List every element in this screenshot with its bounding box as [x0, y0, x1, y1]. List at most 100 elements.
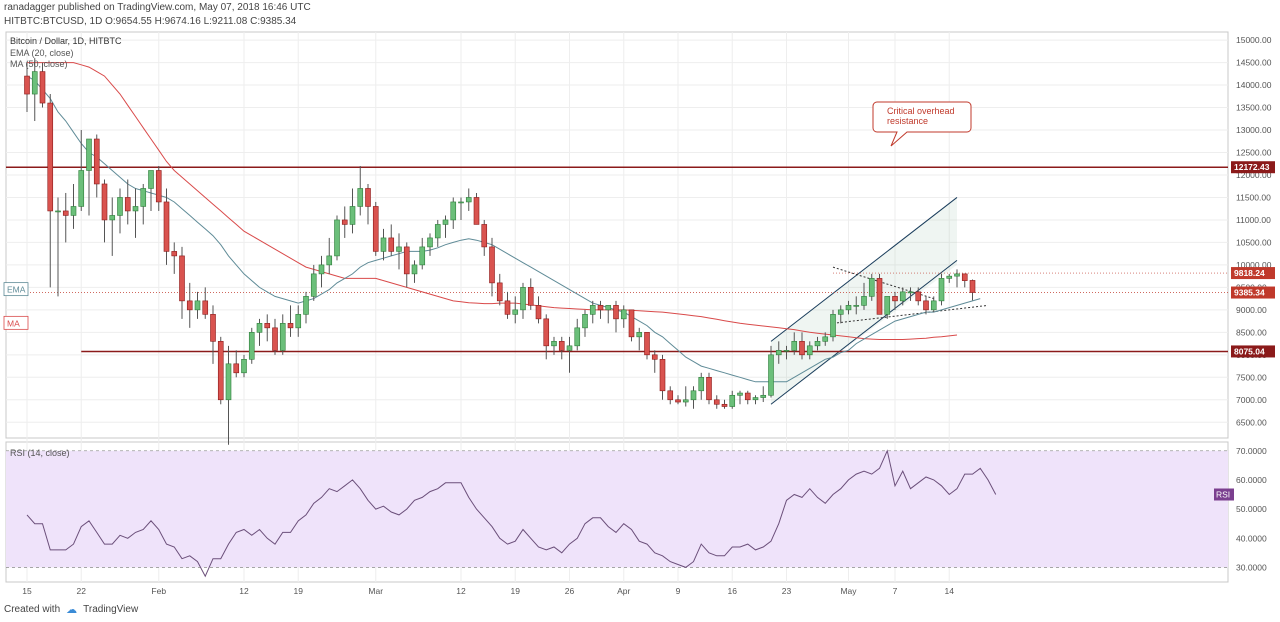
rsi-tick-label: 50.0000 — [1236, 504, 1267, 514]
time-tick-label: 26 — [565, 586, 575, 596]
time-tick-label: 19 — [511, 586, 521, 596]
candle-body — [915, 291, 922, 302]
rsi-tick-label: 60.0000 — [1236, 475, 1267, 485]
candle-body — [613, 305, 619, 320]
candle-body — [396, 246, 402, 252]
channel-lower-line — [770, 260, 958, 405]
candle-body — [520, 287, 526, 311]
time-tick-label: Feb — [151, 586, 166, 596]
candle-body — [969, 280, 976, 293]
candle-body — [667, 390, 674, 401]
candle-body — [465, 197, 472, 203]
symbol-header: HITBTC:BTCUSD, 1D O:9654.55 H:9674.16 L:… — [4, 16, 296, 27]
price-tick-label: 12000.00 — [1236, 170, 1272, 180]
price-tick-label: 11500.00 — [1236, 192, 1271, 202]
candle-body — [535, 305, 542, 320]
candle-body — [543, 318, 550, 347]
candle-body — [830, 314, 836, 338]
candle-body — [264, 323, 271, 329]
created-with-label: Created with — [4, 604, 61, 615]
time-tick-label: 15 — [22, 586, 32, 596]
rsi-tick-label: 70.0000 — [1236, 446, 1267, 456]
candle-body — [287, 323, 294, 329]
candle-body — [636, 332, 643, 338]
tradingview-brand[interactable]: TradingView — [83, 604, 139, 615]
tradingview-logo-icon[interactable]: ☁ — [66, 604, 78, 616]
candle-body — [341, 219, 348, 225]
price-tick-label: 6500.00 — [1236, 417, 1267, 427]
candle-body — [791, 341, 798, 351]
candle-body — [148, 170, 154, 189]
candle-body — [783, 350, 790, 352]
candle-body — [752, 397, 759, 401]
candle-body — [930, 300, 937, 311]
candle-body — [372, 206, 379, 252]
published-header: ranadagger published on TradingView.com,… — [4, 2, 311, 13]
candle-body — [628, 309, 635, 338]
candle-body — [481, 224, 488, 248]
candle-body — [806, 345, 813, 356]
main-pane — [5, 31, 1229, 439]
candle-body — [775, 350, 782, 356]
price-tick-label: 14000.00 — [1236, 80, 1272, 90]
candle-body — [946, 275, 953, 279]
candle-body — [450, 201, 457, 221]
candle-body — [837, 309, 844, 315]
candle-body — [768, 354, 774, 396]
candle-body — [682, 399, 689, 403]
candle-body — [411, 264, 418, 275]
candle-body — [512, 309, 519, 315]
candle-body — [698, 377, 705, 392]
time-tick-label: 16 — [728, 586, 738, 596]
candle-body — [117, 197, 123, 216]
annotation-callout — [872, 101, 972, 147]
candle-body — [210, 314, 216, 342]
candle-body — [70, 206, 77, 216]
candle-body — [47, 102, 54, 212]
candle-body — [55, 210, 61, 213]
time-tick-label: Apr — [617, 586, 630, 596]
candle-body — [814, 341, 821, 347]
indicator-tag-label: MA — [7, 318, 20, 328]
candle-body — [659, 359, 666, 392]
ohlc-open: O:9654.55 — [105, 16, 152, 27]
candle-body — [163, 201, 170, 252]
candle-body — [202, 300, 209, 315]
ohlc-high: H:9674.16 — [154, 16, 201, 27]
candle-body — [171, 251, 178, 257]
price-tick-label: 9000.00 — [1236, 305, 1267, 315]
price-label-box — [1231, 286, 1275, 299]
candle-body — [109, 215, 116, 221]
time-tick-label: 7 — [893, 586, 898, 596]
candle-body — [442, 219, 449, 225]
ema20-line — [26, 75, 981, 383]
candle-body — [179, 255, 185, 302]
rsi-band — [6, 450, 1228, 568]
symbol-name: HITBTC:BTCUSD, 1D — [4, 16, 103, 27]
candle-body — [713, 399, 720, 405]
price-label-text: 8075.04 — [1234, 346, 1265, 356]
candle-body — [799, 341, 805, 356]
candle-body — [31, 71, 38, 95]
trading-chart[interactable]: 6500.007000.007500.008000.008500.009000.… — [0, 30, 1280, 598]
time-tick-label: 23 — [782, 586, 792, 596]
candle-body — [527, 287, 534, 306]
candle-body — [504, 300, 511, 315]
candle-body — [62, 210, 69, 216]
candle-body — [923, 300, 929, 311]
rsi-tag-label: RSI — [1216, 490, 1230, 500]
candle-body — [558, 341, 565, 351]
candle-body — [954, 273, 960, 277]
candle-body — [566, 345, 573, 351]
annotation-text: resistance — [887, 116, 928, 126]
candle-body — [93, 138, 100, 185]
price-tick-label: 13500.00 — [1236, 103, 1272, 113]
ma50-line — [27, 62, 958, 340]
candle-body — [496, 282, 503, 302]
price-tick-label: 14500.00 — [1236, 58, 1272, 68]
candle-body — [690, 390, 697, 401]
rsi-label: RSI (14, close) — [10, 448, 70, 458]
footer: Created with ☁ TradingView — [4, 603, 138, 616]
candle-body — [605, 305, 612, 311]
candle-body — [868, 278, 875, 297]
